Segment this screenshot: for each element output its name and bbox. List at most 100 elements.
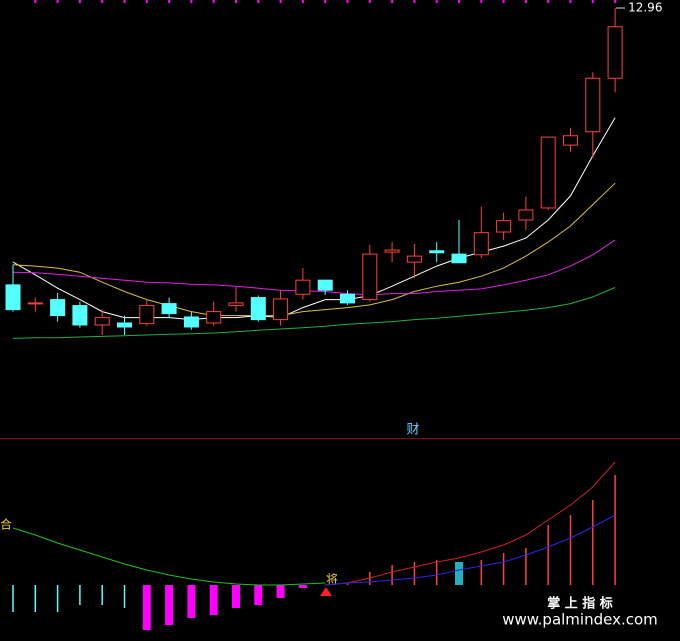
candle-body xyxy=(139,305,155,325)
candle-body xyxy=(5,284,21,311)
day-marker xyxy=(591,0,594,3)
candle-body xyxy=(607,26,623,79)
indicator-bar xyxy=(435,560,438,585)
indicator-bar xyxy=(232,585,240,608)
indicator-line xyxy=(325,514,616,586)
day-marker xyxy=(56,0,59,3)
day-marker xyxy=(413,0,416,3)
indicator-bar xyxy=(592,500,594,585)
day-marker xyxy=(547,0,550,3)
indicator-bar xyxy=(254,585,263,605)
day-marker xyxy=(502,0,505,3)
indicator-bar xyxy=(165,585,174,625)
max-label: 12.96 xyxy=(628,1,662,15)
candle-body xyxy=(563,135,578,146)
candle-body xyxy=(540,136,556,209)
watermark-title: 掌 上 指 标 xyxy=(547,596,613,612)
indicator-bar xyxy=(391,565,393,585)
indicator-bar xyxy=(346,583,349,585)
candle-body xyxy=(362,253,378,301)
day-marker xyxy=(123,0,126,3)
indicator-bar xyxy=(614,475,616,585)
candle-body xyxy=(206,311,222,324)
indicator-bar xyxy=(34,585,37,612)
candle-body xyxy=(585,77,601,133)
watermark-bg xyxy=(494,592,680,641)
day-marker xyxy=(279,0,282,3)
indicator-bar xyxy=(123,585,126,608)
day-marker xyxy=(324,0,327,3)
indicator-bar xyxy=(101,585,103,605)
candle-body xyxy=(295,279,311,295)
indicator-bar xyxy=(324,585,326,586)
day-marker xyxy=(524,0,527,3)
day-marker xyxy=(235,0,237,3)
day-marker xyxy=(34,0,37,3)
indicator-line xyxy=(12,182,616,317)
indicator-bar xyxy=(56,585,59,612)
indicator-bar xyxy=(480,560,483,585)
indicator-bar xyxy=(209,585,218,615)
indicator-bar xyxy=(525,548,527,585)
candle-body xyxy=(496,220,512,233)
candle-body xyxy=(518,209,534,221)
indicator-bar xyxy=(276,585,285,598)
day-marker xyxy=(569,0,572,3)
indicator-bar xyxy=(12,585,14,612)
indicator-bar xyxy=(413,562,416,585)
indicator-bar xyxy=(455,562,463,585)
day-marker xyxy=(614,0,617,3)
candle-body xyxy=(183,316,199,328)
watermark-url: www.palmindex.com xyxy=(502,611,658,629)
candle-body xyxy=(406,255,422,263)
candle-body xyxy=(250,297,266,321)
indicator-bar xyxy=(298,585,307,588)
candle-body xyxy=(429,250,445,254)
candle-body xyxy=(161,303,177,315)
day-marker xyxy=(190,0,193,3)
candle-body xyxy=(228,302,244,307)
day-marker xyxy=(78,0,81,3)
indicator-line xyxy=(12,527,326,586)
candle-body xyxy=(117,322,132,328)
candle-body xyxy=(473,232,489,256)
indicator-line xyxy=(325,461,616,586)
signal-triangle xyxy=(320,587,332,596)
candle-body xyxy=(384,249,400,253)
indicator-bar xyxy=(569,515,572,585)
indicator-bar xyxy=(502,553,505,585)
indicator-bar xyxy=(79,585,81,605)
indicator-bar xyxy=(547,525,549,585)
day-marker xyxy=(168,0,171,3)
candle-body xyxy=(340,293,355,304)
annotation: 财 xyxy=(406,423,419,438)
day-marker xyxy=(368,0,371,3)
day-marker xyxy=(301,0,304,3)
day-marker xyxy=(145,0,148,3)
day-marker xyxy=(480,0,483,3)
candle-body xyxy=(50,299,66,317)
indicator-line xyxy=(12,117,616,321)
candle-body xyxy=(273,298,289,321)
indicator-bar xyxy=(142,585,151,630)
day-marker xyxy=(212,0,215,3)
day-marker xyxy=(101,0,104,3)
candle-body xyxy=(94,317,110,326)
candle-body xyxy=(451,253,467,264)
candle-body xyxy=(72,305,88,326)
day-marker xyxy=(435,0,438,3)
day-marker xyxy=(346,0,349,3)
day-marker xyxy=(257,0,260,3)
candle-body xyxy=(317,279,333,291)
annotation: 将 xyxy=(326,573,338,587)
day-marker xyxy=(391,0,394,3)
day-marker xyxy=(458,0,460,3)
candle-body xyxy=(27,302,43,305)
annotation: 合 xyxy=(0,517,12,532)
indicator-bar xyxy=(187,585,196,618)
indicator-line xyxy=(12,239,616,296)
indicator-line xyxy=(12,287,616,339)
